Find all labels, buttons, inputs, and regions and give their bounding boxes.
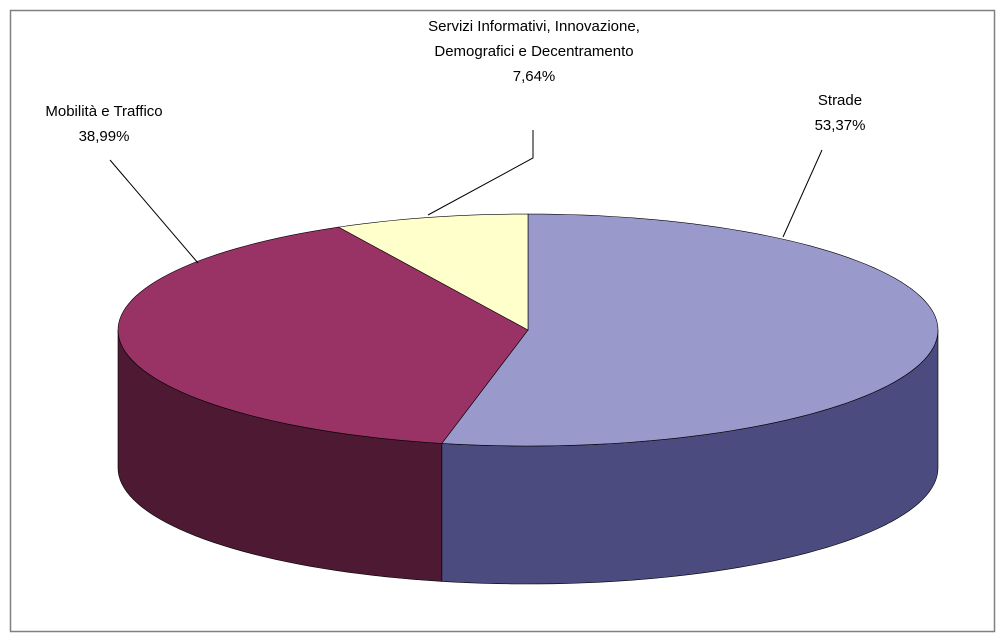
slice [117,226,529,444]
slice-label: Mobilità e Traffico 38,99% [45,99,162,149]
value-label: 53,37% [814,117,866,134]
value-label: 38,99% [78,128,130,145]
slice [441,213,939,447]
slice-label: Servizi Informativi, Innovazione, Demogr… [428,14,640,89]
slice [337,213,529,331]
category-label: Servizi Informativi, Innovazione, Demogr… [428,18,640,60]
leader-line [109,159,199,264]
pie [117,213,939,585]
category-label: Mobilità e Traffico [45,103,163,120]
leader-line [782,149,823,238]
value-label: 7,64% [512,68,556,85]
slice-label: Strade 53,37% [815,88,866,138]
category-label: Strade [817,92,863,109]
leader-line [427,130,534,216]
